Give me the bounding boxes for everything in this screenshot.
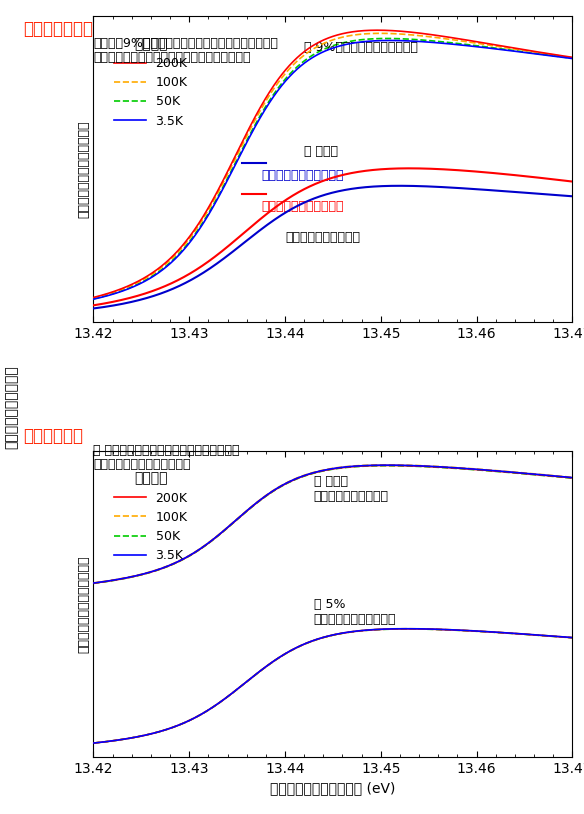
Text: 温度が変わっても変化がない: 温度が変わっても変化がない — [93, 458, 191, 471]
Legend: 200K, 100K, 50K, 3.5K: 200K, 100K, 50K, 3.5K — [109, 32, 193, 133]
Text: 鉛添加量9%では，低温でスペクトル形状が変化し，: 鉛添加量9%では，低温でスペクトル形状が変化し， — [93, 37, 279, 50]
Text: 鉛 無添加
常圧合成（特性悪い）: 鉛 無添加 常圧合成（特性悪い） — [314, 475, 389, 503]
Y-axis label: 発光強度目盛り（任意単位）: 発光強度目盛り（任意単位） — [78, 555, 91, 653]
Text: （シミュレーション）: （シミュレーション） — [285, 230, 360, 243]
X-axis label: 入射する光のエネルギー (eV): 入射する光のエネルギー (eV) — [270, 781, 395, 795]
Text: 「高圧合成」した超伝導特性の良い結果を再現: 「高圧合成」した超伝導特性の良い結果を再現 — [93, 51, 251, 64]
Text: 参考実験結果: 参考実験結果 — [23, 427, 84, 445]
Text: 発光強度（任意単位）: 発光強度（任意単位） — [5, 365, 19, 449]
Text: 鉛 9%　常圧合成（特性良い）: 鉛 9% 常圧合成（特性良い） — [304, 41, 418, 54]
Text: ：常圧合成（特性悪い）: ：常圧合成（特性悪い） — [261, 200, 343, 213]
Y-axis label: 発光強度目盛り（任意単位）: 発光強度目盛り（任意単位） — [78, 120, 91, 218]
Legend: 200K, 100K, 50K, 3.5K: 200K, 100K, 50K, 3.5K — [109, 466, 193, 567]
Text: 重要な実験結果: 重要な実験結果 — [23, 20, 93, 38]
Text: 鉛 無添加や，鉛の量が最適でない場合には: 鉛 無添加や，鉛の量が最適でない場合には — [93, 444, 240, 457]
Text: 鉛 5%
（超伝導体にならない）: 鉛 5% （超伝導体にならない） — [314, 597, 396, 626]
Text: ：高圧合成（特性良い）: ：高圧合成（特性良い） — [261, 169, 343, 182]
Text: 鉛 無添加: 鉛 無添加 — [304, 145, 338, 158]
